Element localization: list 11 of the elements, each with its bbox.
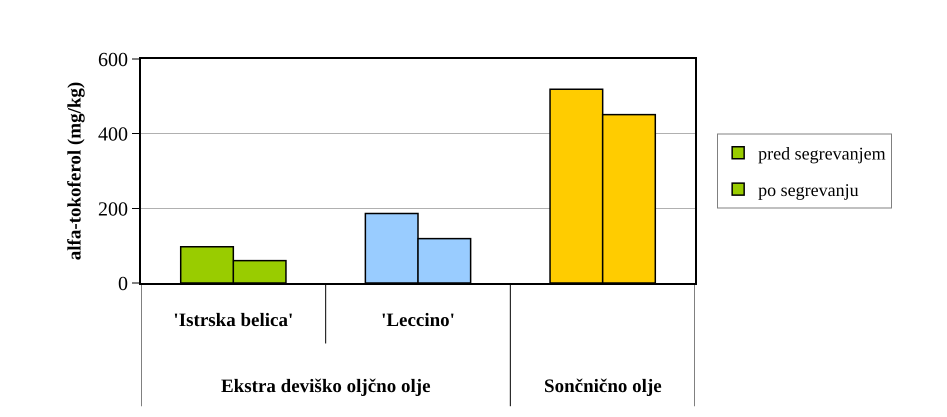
y-tick-label: 600 (98, 49, 128, 71)
y-tick-label: 0 (118, 273, 128, 295)
y-axis-title: alfa-tokoferol (mg/kg) (64, 82, 86, 260)
y-tick-label: 200 (98, 198, 128, 220)
y-tick-label: 400 (98, 124, 128, 146)
text: Sončnično olje (544, 376, 662, 397)
x-tick-label: 'Leccino' (381, 310, 455, 331)
legend-label: po segrevanju (758, 180, 859, 200)
legend-label: pred segrevanjem (758, 144, 886, 164)
x-tick-label: 'Istrska belica' (173, 310, 294, 331)
text: Ekstra deviško oljčno olje (221, 376, 431, 397)
